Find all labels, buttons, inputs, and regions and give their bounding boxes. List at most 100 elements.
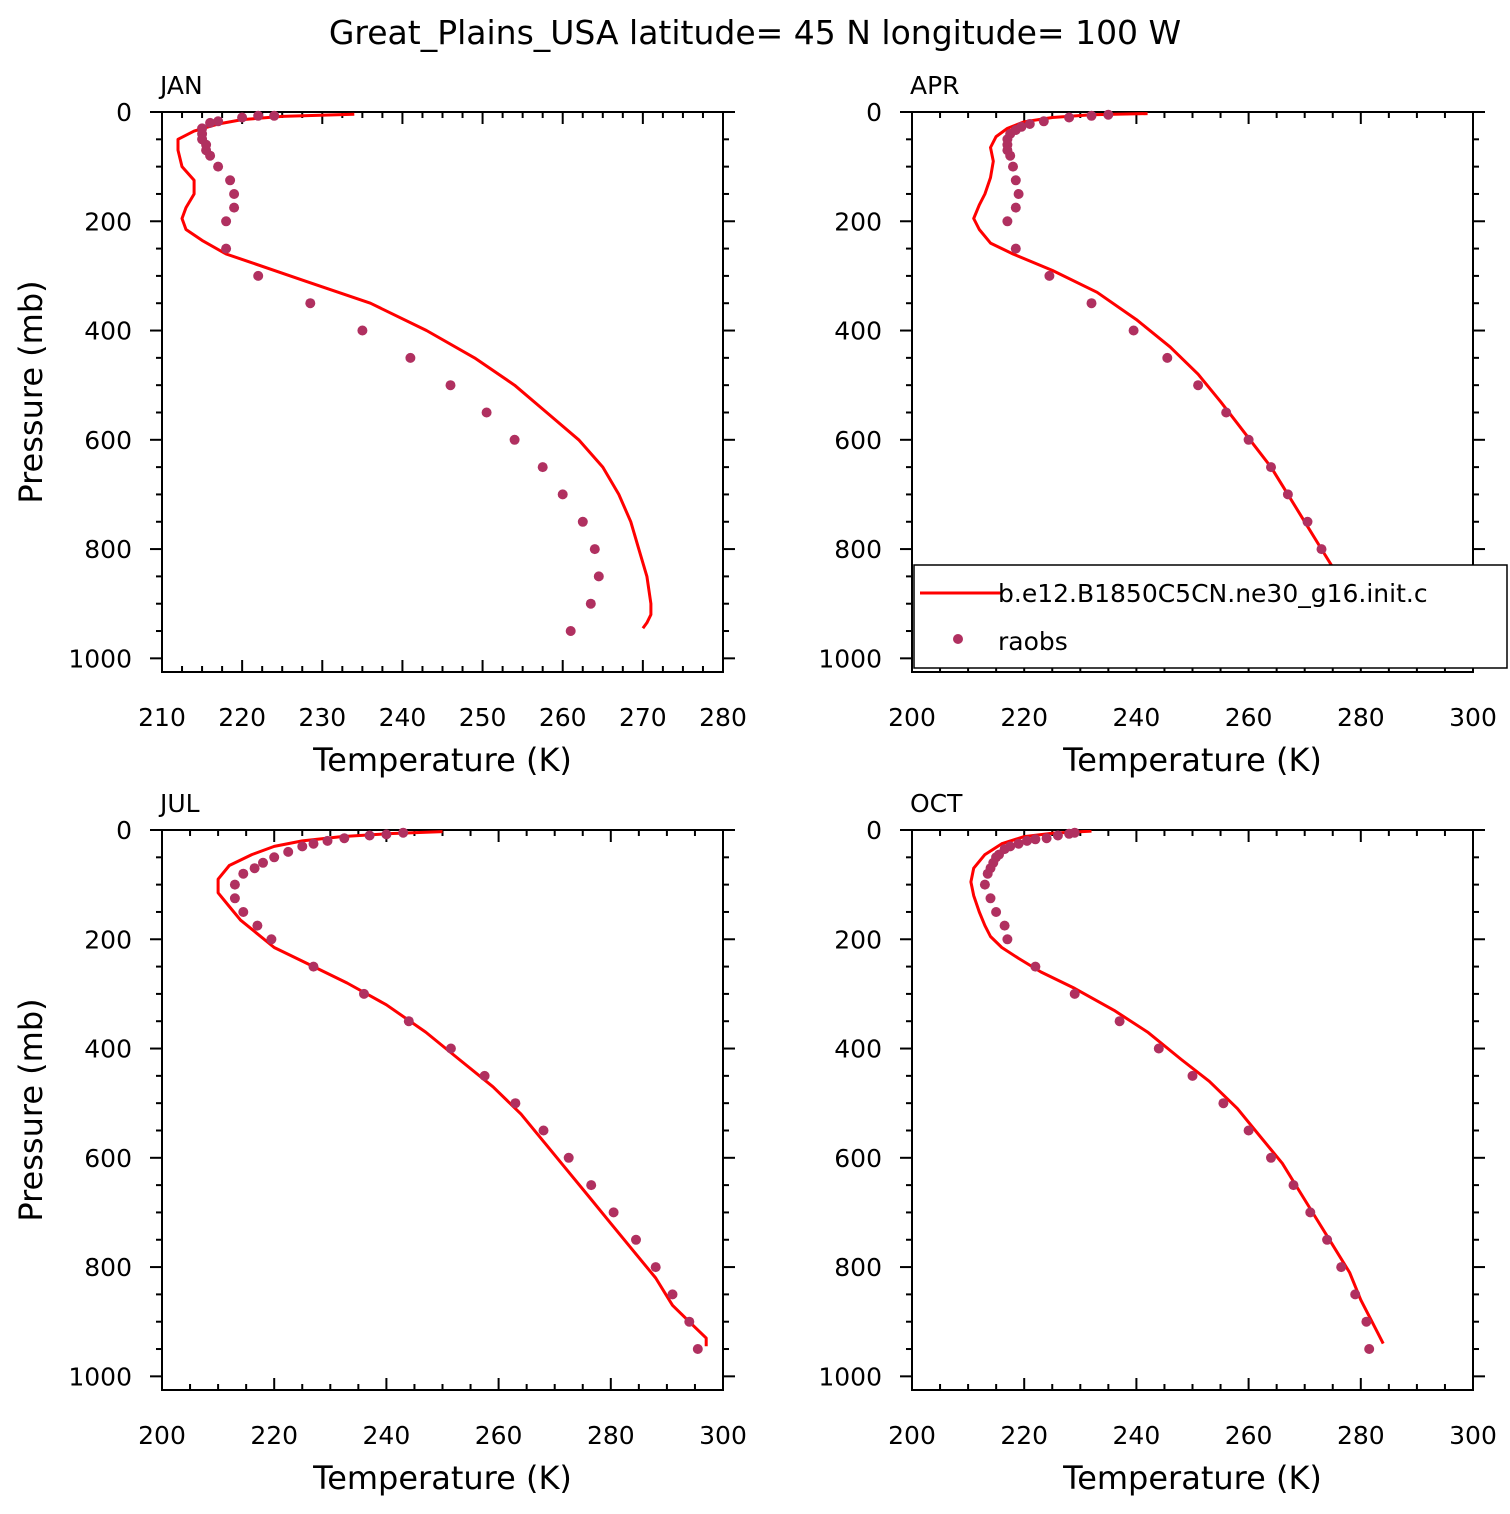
- x-tick-label: 210: [138, 703, 186, 732]
- raobs-point: [1013, 189, 1024, 199]
- raobs-point: [481, 407, 492, 418]
- x-tick-label: 220: [1000, 703, 1048, 732]
- x-tick-label: 250: [459, 703, 507, 732]
- raobs-point: [1103, 109, 1114, 120]
- raobs-point: [405, 352, 416, 363]
- panel-label: OCT: [910, 789, 963, 818]
- y-tick-label: 0: [866, 98, 882, 127]
- raobs-point: [991, 907, 1002, 917]
- raobs-point: [339, 833, 350, 844]
- y-tick-label: 1000: [818, 1362, 882, 1391]
- raobs-point: [537, 462, 548, 473]
- raobs-point: [667, 1289, 678, 1300]
- raobs-point: [1064, 112, 1075, 123]
- y-tick-label: 400: [84, 317, 132, 346]
- y-tick-label: 200: [834, 925, 882, 954]
- x-tick-label: 220: [218, 703, 266, 732]
- raobs-point: [1288, 1180, 1299, 1191]
- raobs-point: [589, 544, 600, 555]
- raobs-point: [229, 202, 240, 213]
- panels: 210 220 230 240 250 260 270 280 0 200 400 600 800 100…: [12, 71, 1497, 1497]
- x-tick-label: 260: [475, 1421, 523, 1450]
- y-tick-label: 200: [84, 207, 132, 236]
- raobs-point: [1162, 352, 1173, 363]
- raobs-point: [1086, 110, 1097, 121]
- x-axis-label: Temperature (K): [312, 1459, 572, 1497]
- raobs-point: [229, 893, 240, 904]
- raobs-point: [1008, 161, 1018, 172]
- raobs-point: [1364, 1344, 1375, 1354]
- raobs-point: [1153, 1043, 1164, 1054]
- legend-label-model: b.e12.B1850C5CN.ne30_g16.init.c: [998, 579, 1428, 608]
- model-profile-line: [972, 112, 1374, 624]
- legend-label-raobs: raobs: [998, 627, 1068, 656]
- x-tick-label: 240: [1113, 1421, 1161, 1450]
- raobs-point: [608, 1207, 619, 1218]
- raobs-point: [1187, 1070, 1198, 1081]
- raobs-point: [509, 434, 520, 445]
- raobs-point: [237, 112, 248, 123]
- raobs-point: [225, 175, 236, 186]
- x-tick-label: 200: [888, 1421, 936, 1450]
- raobs-point: [1030, 961, 1041, 972]
- x-tick-label: 300: [1449, 1421, 1497, 1450]
- y-tick-label: 1000: [68, 644, 132, 673]
- y-tick-label: 0: [116, 98, 132, 127]
- y-tick-label: 0: [866, 816, 882, 845]
- raobs-point: [253, 110, 264, 121]
- x-axis-label: Temperature (K): [1062, 741, 1322, 779]
- raobs-point: [266, 934, 277, 945]
- raobs-point: [1024, 119, 1035, 129]
- raobs-point: [979, 879, 990, 890]
- raobs-point: [985, 893, 996, 904]
- raobs-point: [631, 1234, 641, 1245]
- raobs-point: [1064, 828, 1075, 839]
- raobs-point: [297, 841, 308, 852]
- panel-oct: 200 220 240 260 280 300 0 200 400 600 800 1000 OCT Te…: [818, 789, 1496, 1497]
- raobs-point: [1266, 1152, 1276, 1163]
- panel-apr: 200 220 240 260 280 300 0 200 400 600 800 1000 APR Te…: [818, 71, 1496, 779]
- panel-jan: 210 220 230 240 250 260 270 280 0 200 400 600 800 100…: [12, 71, 747, 779]
- y-tick-label: 0: [116, 816, 132, 845]
- raobs-point: [982, 868, 993, 879]
- raobs-point: [269, 110, 280, 121]
- raobs-point: [1361, 1316, 1372, 1327]
- raobs-point: [205, 150, 216, 161]
- raobs-point: [1282, 489, 1293, 500]
- raobs-point: [1010, 202, 1021, 213]
- x-axis-label: Temperature (K): [1062, 1459, 1322, 1497]
- raobs-point: [1005, 150, 1016, 161]
- raobs-point: [221, 216, 232, 227]
- panel-label: JUL: [158, 789, 200, 818]
- raobs-point: [479, 1070, 490, 1081]
- y-tick-label: 400: [834, 1035, 882, 1064]
- raobs-point: [650, 1262, 661, 1273]
- y-tick-label: 600: [84, 426, 132, 455]
- raobs-point: [692, 1344, 703, 1354]
- y-tick-label: 1000: [818, 644, 882, 673]
- y-tick-label: 600: [834, 1144, 882, 1173]
- raobs-point: [1030, 834, 1041, 845]
- y-axis-label: Pressure (mb): [12, 998, 50, 1221]
- raobs-point: [252, 920, 263, 931]
- raobs-point: [229, 189, 240, 199]
- raobs-point: [577, 516, 588, 527]
- y-tick-label: 200: [834, 207, 882, 236]
- raobs-point: [1302, 516, 1313, 527]
- raobs-point: [213, 161, 224, 172]
- raobs-point: [1052, 830, 1063, 841]
- raobs-point: [1002, 934, 1013, 945]
- y-tick-label: 800: [834, 535, 882, 564]
- raobs-point: [213, 116, 224, 127]
- raobs-point: [238, 868, 249, 879]
- x-axis-label: Temperature (K): [312, 741, 572, 779]
- y-tick-label: 400: [834, 317, 882, 346]
- raobs-point: [381, 829, 392, 840]
- raobs-point: [1041, 833, 1052, 844]
- panel-label: APR: [910, 71, 960, 100]
- raobs-point: [229, 879, 240, 890]
- x-tick-label: 280: [1337, 703, 1385, 732]
- raobs-point: [510, 1098, 521, 1109]
- raobs-point: [205, 117, 216, 128]
